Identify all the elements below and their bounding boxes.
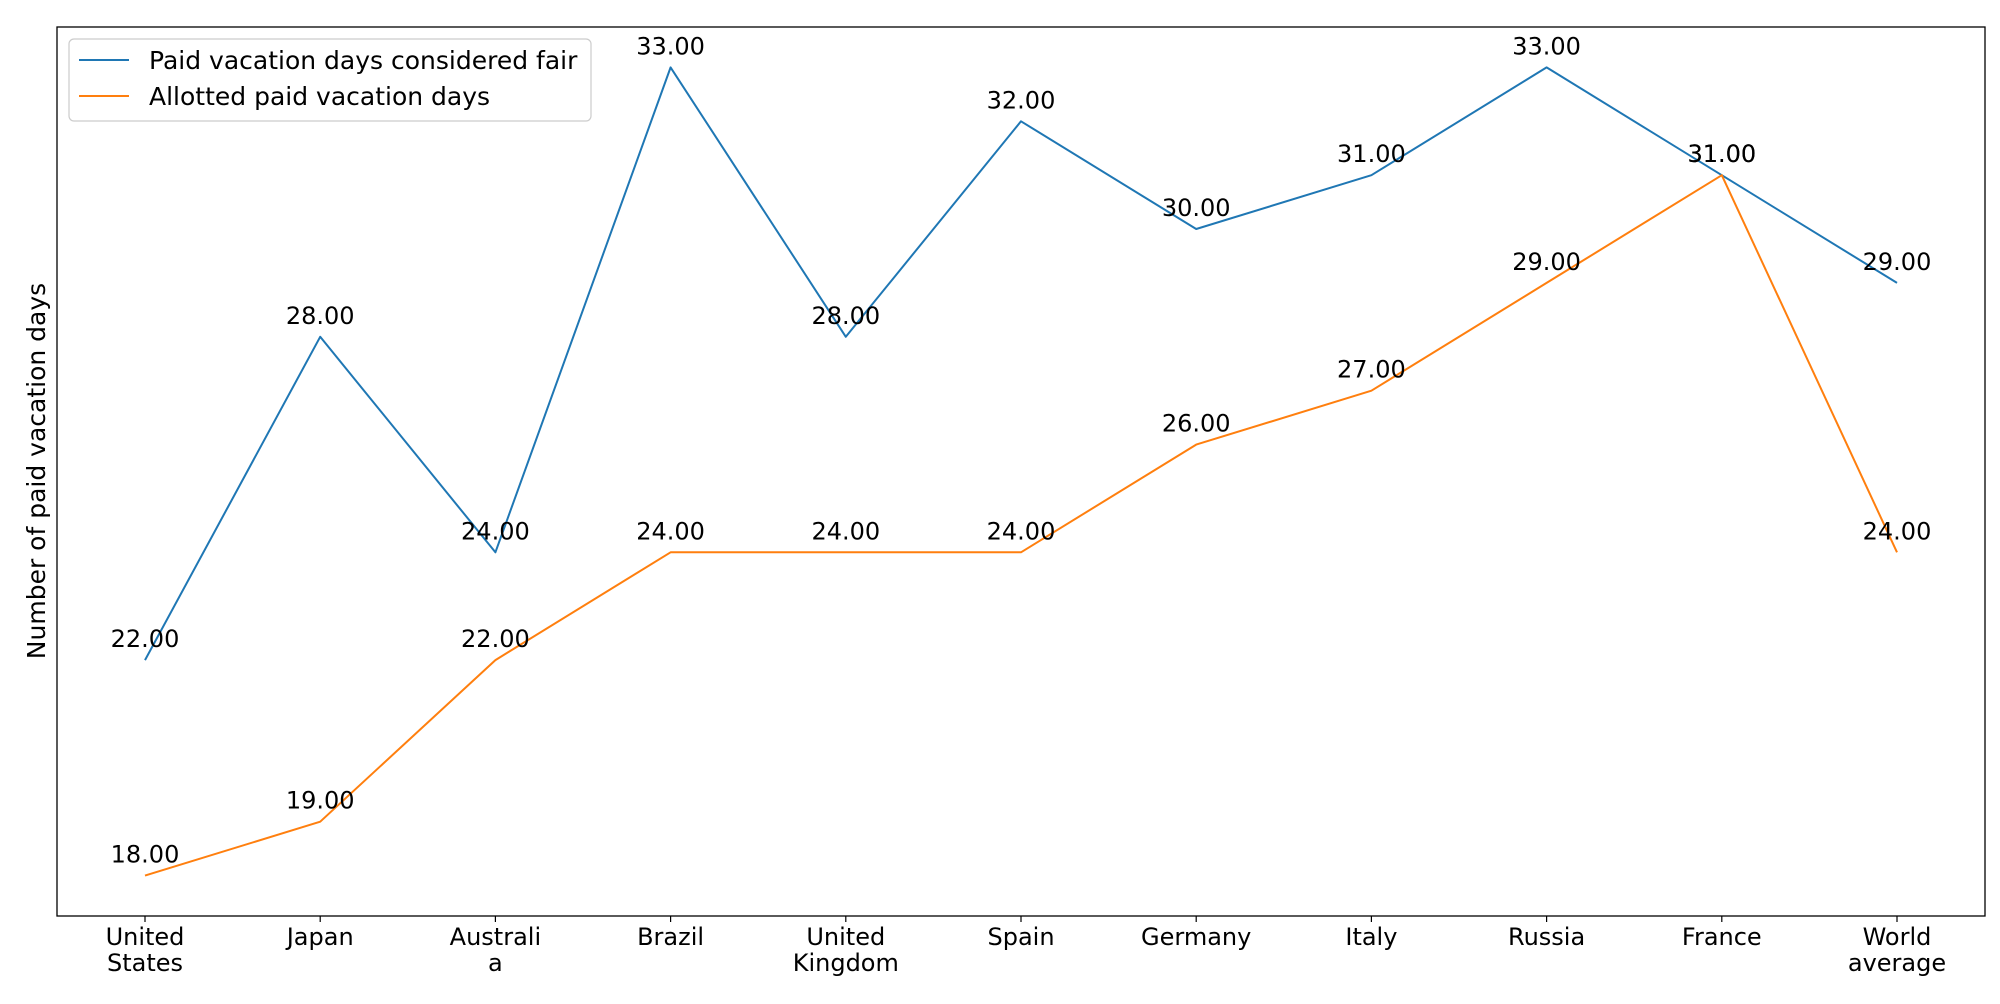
x-tick-label-italy: Italy	[1345, 923, 1397, 951]
x-tick-label-germany: Germany	[1141, 923, 1251, 951]
data-label-allotted-united-kingdom: 24.00	[811, 517, 880, 545]
data-label-fair-russia: 33.00	[1512, 32, 1581, 60]
series-line-fair	[145, 67, 1897, 660]
data-label-allotted-italy: 27.00	[1337, 356, 1406, 384]
data-label-fair-spain: 32.00	[987, 86, 1056, 114]
data-label-allotted-russia: 29.00	[1512, 248, 1581, 276]
data-label-layer: 22.00 28.00 24.00 33.00 28.00 32.00 30.00 31.00…	[111, 32, 1932, 868]
data-label-fair-world-average: 29.00	[1863, 248, 1932, 276]
data-label-fair-united-kingdom: 28.00	[811, 302, 880, 330]
data-label-allotted-germany: 26.00	[1162, 410, 1231, 438]
x-tick-label-japan: Japan	[285, 923, 354, 951]
x-tick-label-spain: Spain	[987, 923, 1054, 951]
x-tick-label-france: France	[1682, 923, 1762, 951]
data-label-allotted-brazil: 24.00	[636, 517, 705, 545]
data-label-allotted-australi-a: 22.00	[461, 625, 530, 653]
data-label-allotted-france: 31.00	[1687, 140, 1756, 168]
data-label-fair-united-states: 22.00	[111, 625, 180, 653]
y-axis-label: Number of paid vacation days	[22, 283, 51, 659]
series-layer	[145, 67, 1897, 875]
data-label-allotted-united-states: 18.00	[111, 841, 180, 869]
legend-label-fair: Paid vacation days considered fair	[149, 46, 578, 75]
legend-label-allotted: Allotted paid vacation days	[149, 82, 490, 111]
data-label-fair-japan: 28.00	[286, 302, 355, 330]
x-tick-label-brazil: Brazil	[637, 923, 704, 951]
x-tick-label-russia: Russia	[1508, 923, 1585, 951]
data-label-allotted-spain: 24.00	[987, 517, 1056, 545]
data-label-allotted-japan: 19.00	[286, 787, 355, 815]
legend: Paid vacation days considered fair Allot…	[69, 39, 591, 121]
data-label-fair-brazil: 33.00	[636, 32, 705, 60]
data-label-allotted-world-average: 24.00	[1863, 517, 1932, 545]
data-label-fair-germany: 30.00	[1162, 194, 1231, 222]
data-label-fair-australi-a: 24.00	[461, 517, 530, 545]
data-label-fair-italy: 31.00	[1337, 140, 1406, 168]
